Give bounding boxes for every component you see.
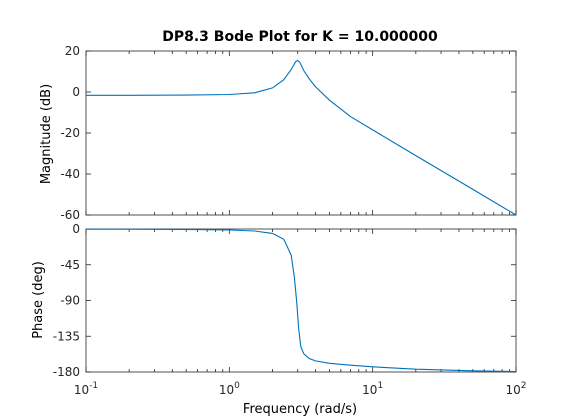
magnitude-series-line — [86, 59, 517, 216]
phase-ytick-label: 0 — [72, 222, 80, 236]
x-tick-labels: 10-1 100 101 102 — [74, 381, 527, 397]
phase-axes-box — [85, 228, 517, 373]
x-tick-label: 10-1 — [74, 381, 98, 397]
magnitude-ytick-label: -60 — [60, 208, 80, 222]
magnitude-ytick-label: 0 — [72, 85, 80, 99]
x-axis-label: Frequency (rad/s) — [243, 402, 357, 417]
magnitude-ticks: 20 0 -20 -40 -60 — [60, 44, 517, 222]
phase-ytick-label: -135 — [53, 329, 80, 343]
magnitude-ytick-label: -40 — [60, 167, 80, 181]
phase-ytick-label: -180 — [53, 365, 80, 379]
phase-ytick-label: -90 — [60, 294, 80, 308]
phase-ylabel: Phase (deg) — [31, 261, 46, 339]
x-tick-label: 100 — [219, 381, 240, 397]
x-tick-label: 101 — [362, 381, 383, 397]
phase-ticks: 0 -45 -90 -135 -180 — [53, 222, 517, 379]
magnitude-axes-box — [85, 50, 517, 216]
phase-subplot: 0 -45 -90 -135 -180 Phase (deg) — [31, 222, 517, 379]
magnitude-ytick-label: -20 — [60, 126, 80, 140]
magnitude-subplot: 20 0 -20 -40 -60 Magnitude (dB) — [39, 44, 517, 222]
magnitude-ytick-label: 20 — [65, 44, 80, 58]
chart-title: DP8.3 Bode Plot for K = 10.000000 — [162, 29, 438, 45]
phase-ytick-label: -45 — [60, 258, 80, 272]
phase-series-line — [85, 228, 517, 373]
magnitude-ylabel: Magnitude (dB) — [39, 84, 54, 184]
x-tick-label: 102 — [505, 381, 526, 397]
